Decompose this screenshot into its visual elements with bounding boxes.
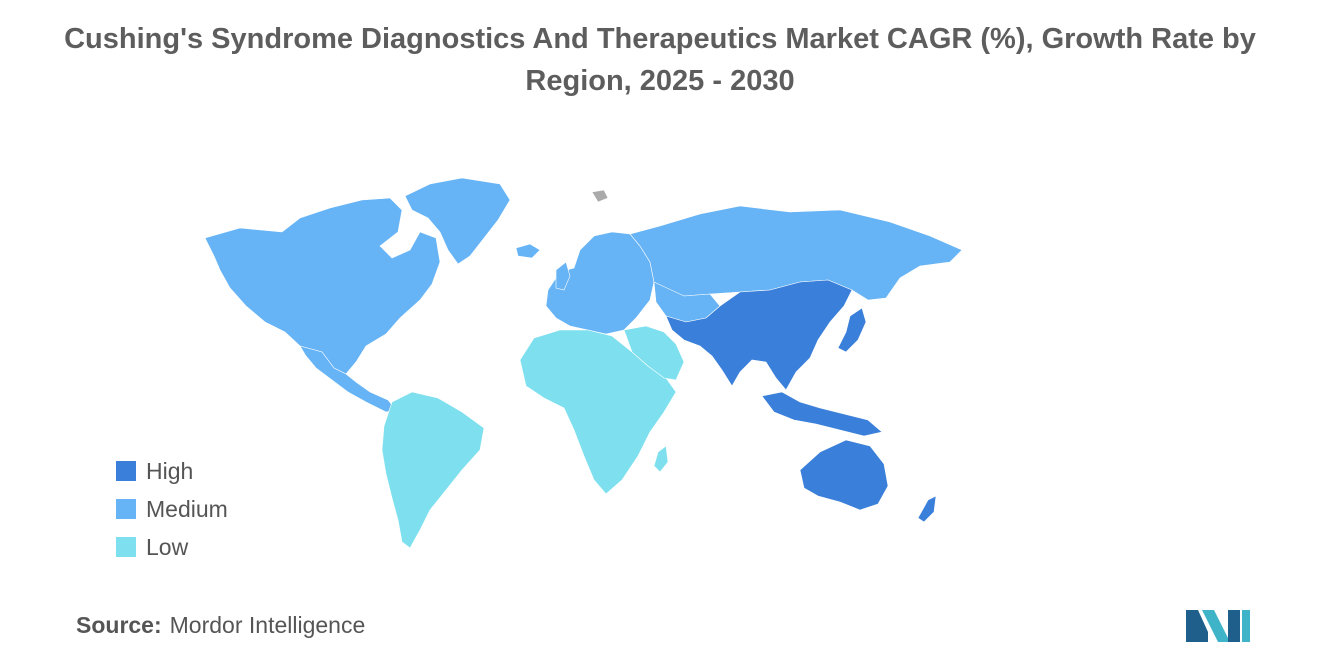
- region-australia: [799, 439, 889, 511]
- logo-left-bar: [1186, 610, 1208, 642]
- legend-item-medium: Medium: [116, 490, 228, 528]
- legend: High Medium Low: [116, 452, 228, 566]
- region-middle-east: [623, 325, 685, 381]
- region-southeast-asia: [761, 391, 883, 437]
- region-greenland: [404, 177, 511, 265]
- legend-label: High: [146, 457, 194, 484]
- legend-label: Medium: [146, 495, 228, 522]
- legend-swatch-medium: [116, 499, 136, 519]
- source-label: Source:: [76, 612, 162, 638]
- region-svalbard: [591, 189, 609, 203]
- legend-item-high: High: [116, 452, 228, 490]
- region-iceland: [515, 243, 541, 259]
- region-asia-pacific: [665, 279, 853, 391]
- legend-swatch-high: [116, 461, 136, 481]
- region-japan: [837, 307, 867, 353]
- legend-label: Low: [146, 533, 189, 560]
- region-south-america: [381, 391, 485, 549]
- region-madagascar: [653, 445, 669, 473]
- legend-item-low: Low: [116, 528, 228, 566]
- source-value: Mordor Intelligence: [169, 612, 366, 638]
- region-north-america: [204, 197, 441, 375]
- region-africa: [519, 329, 677, 495]
- logo-right-bar: [1228, 610, 1240, 642]
- legend-swatch-low: [116, 537, 136, 557]
- chart-title: Cushing's Syndrome Diagnostics And Thera…: [64, 23, 1256, 97]
- region-new-zealand: [917, 495, 937, 523]
- logo-right-accent: [1242, 610, 1250, 642]
- source-line: Source: Mordor Intelligence: [76, 612, 365, 639]
- mordor-intelligence-logo-icon: [1186, 610, 1250, 642]
- logo-middle-bar: [1202, 610, 1230, 642]
- region-uk: [555, 261, 571, 291]
